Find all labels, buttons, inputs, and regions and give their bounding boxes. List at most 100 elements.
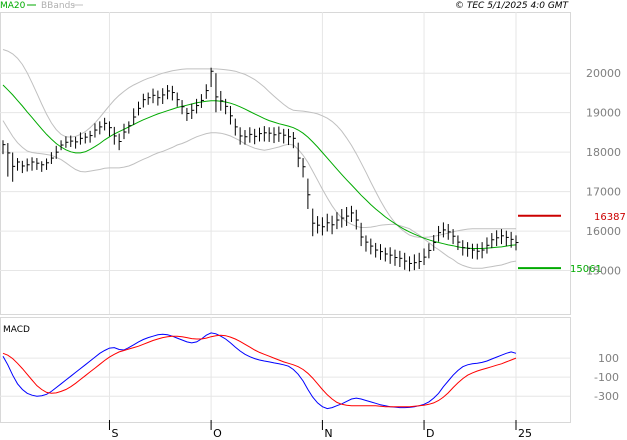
- price-bar: [394, 249, 398, 266]
- price-bar: [200, 94, 204, 108]
- price-bar: [457, 235, 461, 251]
- bb-upper-line: [2, 49, 516, 238]
- price-bar: [467, 242, 471, 257]
- price-bar: [312, 208, 316, 237]
- price-y-tick-label: 20000: [586, 67, 621, 80]
- price-bar: [171, 85, 175, 101]
- price-bar: [302, 158, 306, 178]
- price-bar: [36, 158, 40, 170]
- price-bar: [181, 100, 185, 115]
- price-bar: [65, 136, 69, 148]
- price-bar: [336, 212, 340, 230]
- price-bar: [138, 101, 142, 116]
- price-bar: [423, 248, 427, 266]
- price-bar: [418, 252, 422, 269]
- price-bar: [75, 136, 79, 149]
- price-bar: [234, 118, 238, 136]
- price-bar: [21, 160, 25, 174]
- macd-y-axis: 100 -100 -300: [594, 352, 619, 403]
- price-bar: [108, 121, 112, 137]
- price-bar: [442, 222, 446, 238]
- price-bar: [205, 84, 209, 99]
- resistance-level-label: 16387: [594, 212, 626, 223]
- legend-bbands: BBands: [41, 1, 75, 11]
- x-tick-label: N: [324, 427, 332, 440]
- macd-lines: [2, 332, 517, 410]
- price-bar: [186, 107, 190, 121]
- price-bar: [505, 230, 509, 247]
- grid: [0, 12, 570, 422]
- price-bar: [60, 140, 64, 151]
- price-bar: [244, 130, 248, 145]
- price-bar: [326, 213, 330, 232]
- price-bar: [360, 222, 364, 247]
- price-bar: [239, 127, 243, 145]
- legend-ma20: MA20: [0, 1, 26, 11]
- price-bar: [79, 132, 83, 145]
- price-y-tick-label: 15000: [586, 265, 621, 278]
- price-bar: [331, 215, 335, 235]
- price-bar: [399, 250, 403, 268]
- price-bar: [263, 126, 267, 142]
- price-levels: 16387 15061: [518, 212, 626, 275]
- price-bar: [471, 243, 475, 259]
- price-panel-frame: [0, 12, 571, 315]
- price-bar: [162, 88, 166, 104]
- macd-panel-frame: [0, 317, 571, 423]
- moving-average: [2, 84, 517, 249]
- price-bar: [278, 126, 282, 142]
- price-bars: [2, 67, 519, 272]
- price-bar: [297, 142, 301, 168]
- price-y-tick-label: 18000: [586, 146, 621, 159]
- price-bar: [273, 127, 277, 144]
- macd-y-tick-label: -100: [594, 371, 619, 384]
- price-bar: [268, 127, 272, 142]
- price-bar: [500, 229, 504, 245]
- price-bar: [210, 67, 214, 88]
- price-bar: [17, 158, 21, 171]
- price-bar: [384, 247, 388, 262]
- price-bar: [491, 233, 495, 249]
- price-bar: [128, 121, 132, 134]
- price-bar: [225, 98, 229, 115]
- price-bar: [389, 247, 393, 264]
- price-bar: [355, 209, 359, 230]
- price-bar: [375, 242, 379, 258]
- price-bar: [2, 140, 6, 155]
- price-bar: [409, 256, 413, 272]
- price-bar: [288, 128, 292, 146]
- price-bar: [254, 128, 258, 145]
- price-bar: [41, 161, 45, 172]
- price-bar: [496, 230, 500, 247]
- price-bar: [341, 208, 345, 228]
- price-bar: [462, 240, 466, 256]
- price-bar: [404, 252, 408, 270]
- price-bar: [307, 178, 311, 209]
- price-bar: [346, 207, 350, 226]
- price-bar: [370, 238, 374, 255]
- price-bar: [292, 132, 296, 149]
- price-bar: [70, 135, 74, 148]
- price-bar: [133, 108, 137, 125]
- price-bar: [515, 235, 519, 251]
- price-bar: [55, 145, 59, 159]
- price-y-tick-label: 16000: [586, 225, 621, 238]
- price-bar: [447, 223, 451, 240]
- price-bar: [7, 143, 11, 177]
- macd-y-tick-label: 100: [598, 352, 619, 365]
- support-level-label: 15061: [570, 264, 602, 275]
- price-bar: [167, 85, 171, 100]
- price-bar: [229, 105, 233, 125]
- price-bar: [113, 126, 117, 145]
- price-bar: [249, 127, 253, 143]
- price-bar: [94, 123, 98, 138]
- price-bar: [157, 90, 161, 106]
- price-bar: [142, 93, 146, 108]
- legend: MA20 BBands: [0, 1, 83, 11]
- x-tick-label: D: [426, 427, 434, 440]
- signal-line: [2, 334, 517, 408]
- price-bar: [104, 117, 108, 131]
- price-bar: [433, 235, 437, 251]
- price-y-tick-label: 19000: [586, 107, 621, 120]
